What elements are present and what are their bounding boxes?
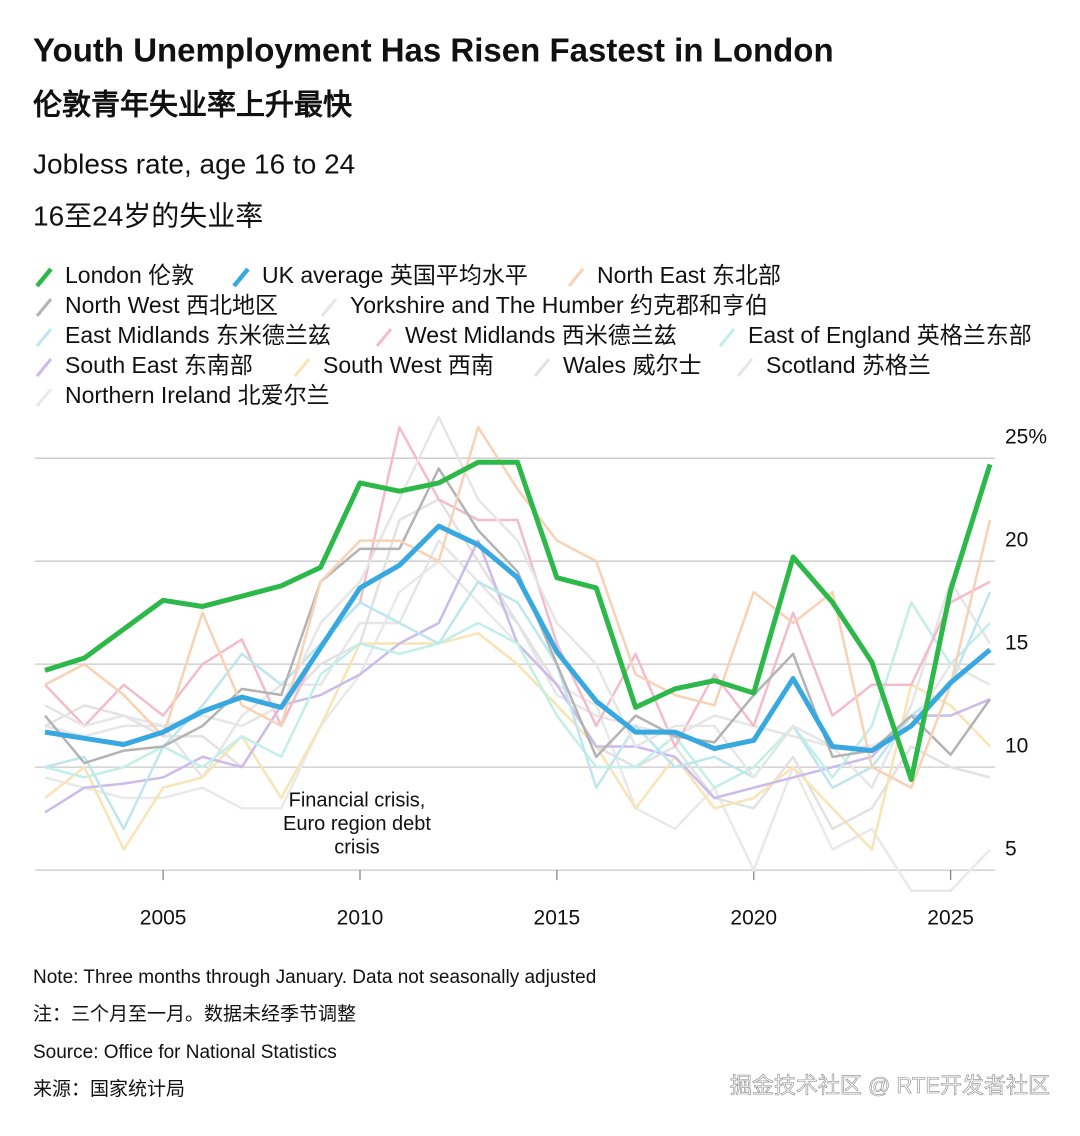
legend-label: East of England 英格兰东部 [748,322,1032,348]
annotation: Euro region debt [283,813,431,835]
x-tick-label: 2025 [927,907,974,930]
legend-label: London 伦敦 [65,262,194,288]
series-line [44,467,992,765]
y-tick-label: 10 [1005,735,1028,758]
series-line [44,498,991,831]
legend-swatch [718,328,736,347]
series-line [44,580,992,831]
legend-label: Yorkshire and The Humber 约克郡和亨伯 [350,292,768,318]
series-line [44,426,992,789]
subtitle: Jobless rate, age 16 to 24 [33,148,355,179]
legend-label: UK average 英国平均水平 [262,262,528,288]
x-tick-label: 2010 [337,907,384,930]
y-tick-label: 15 [1005,632,1028,655]
note: Note: Three months through January. Data… [33,967,596,988]
legend-label: South East 东南部 [65,352,253,378]
chart-title: Youth Unemployment Has Risen Fastest in … [33,32,834,69]
series-line [44,601,991,789]
legend-label: East Midlands 东米德兰兹 [65,322,331,348]
series-line [44,426,991,748]
series-line [44,559,991,892]
source: Source: Office for National Statistics [33,1042,337,1063]
legend-swatch [35,328,53,347]
legend-label: Wales 威尔士 [563,352,701,378]
legend-swatch [533,358,551,377]
x-tick-label: 2015 [534,907,581,930]
legend-label: Northern Ireland 北爱尔兰 [65,382,330,408]
x-tick-label: 2020 [730,907,777,930]
legend-swatch [320,298,338,317]
watermark: 掘金技术社区 @ RTE开发者社区 [730,1073,1050,1098]
legend-swatch [293,358,311,377]
legend-label: South West 西南 [323,352,494,378]
legend-swatch [567,268,585,287]
legend-label: Scotland 苏格兰 [766,352,931,378]
series-line [44,523,992,754]
legend-swatch [232,267,250,288]
note-cn: 注：三个月至一月。数据未经季节调整 [33,1003,356,1025]
annotation: Financial crisis, [289,789,426,811]
source-cn: 来源：国家统计局 [33,1078,185,1100]
series-line [44,459,993,782]
legend-label: North East 东北部 [597,262,781,288]
subtitle-cn: 16至24岁的失业率 [33,200,263,231]
legend-swatch [35,267,53,288]
legend-swatch [35,388,53,407]
legend-swatch [35,298,53,317]
legend-swatch [375,328,393,347]
y-tick-label: 25% [1005,426,1047,449]
annotation: crisis [334,836,380,858]
x-tick-label: 2005 [140,907,187,930]
legend-swatch [35,358,53,377]
y-tick-label: 5 [1005,838,1017,861]
legend-label: West Midlands 西米德兰兹 [405,322,677,348]
legend-label: North West 西北地区 [65,292,278,318]
y-tick-label: 20 [1005,529,1028,552]
legend-swatch [736,358,754,377]
chart-title-cn: 伦敦青年失业率上升最快 [33,88,353,122]
series-line [44,632,991,851]
